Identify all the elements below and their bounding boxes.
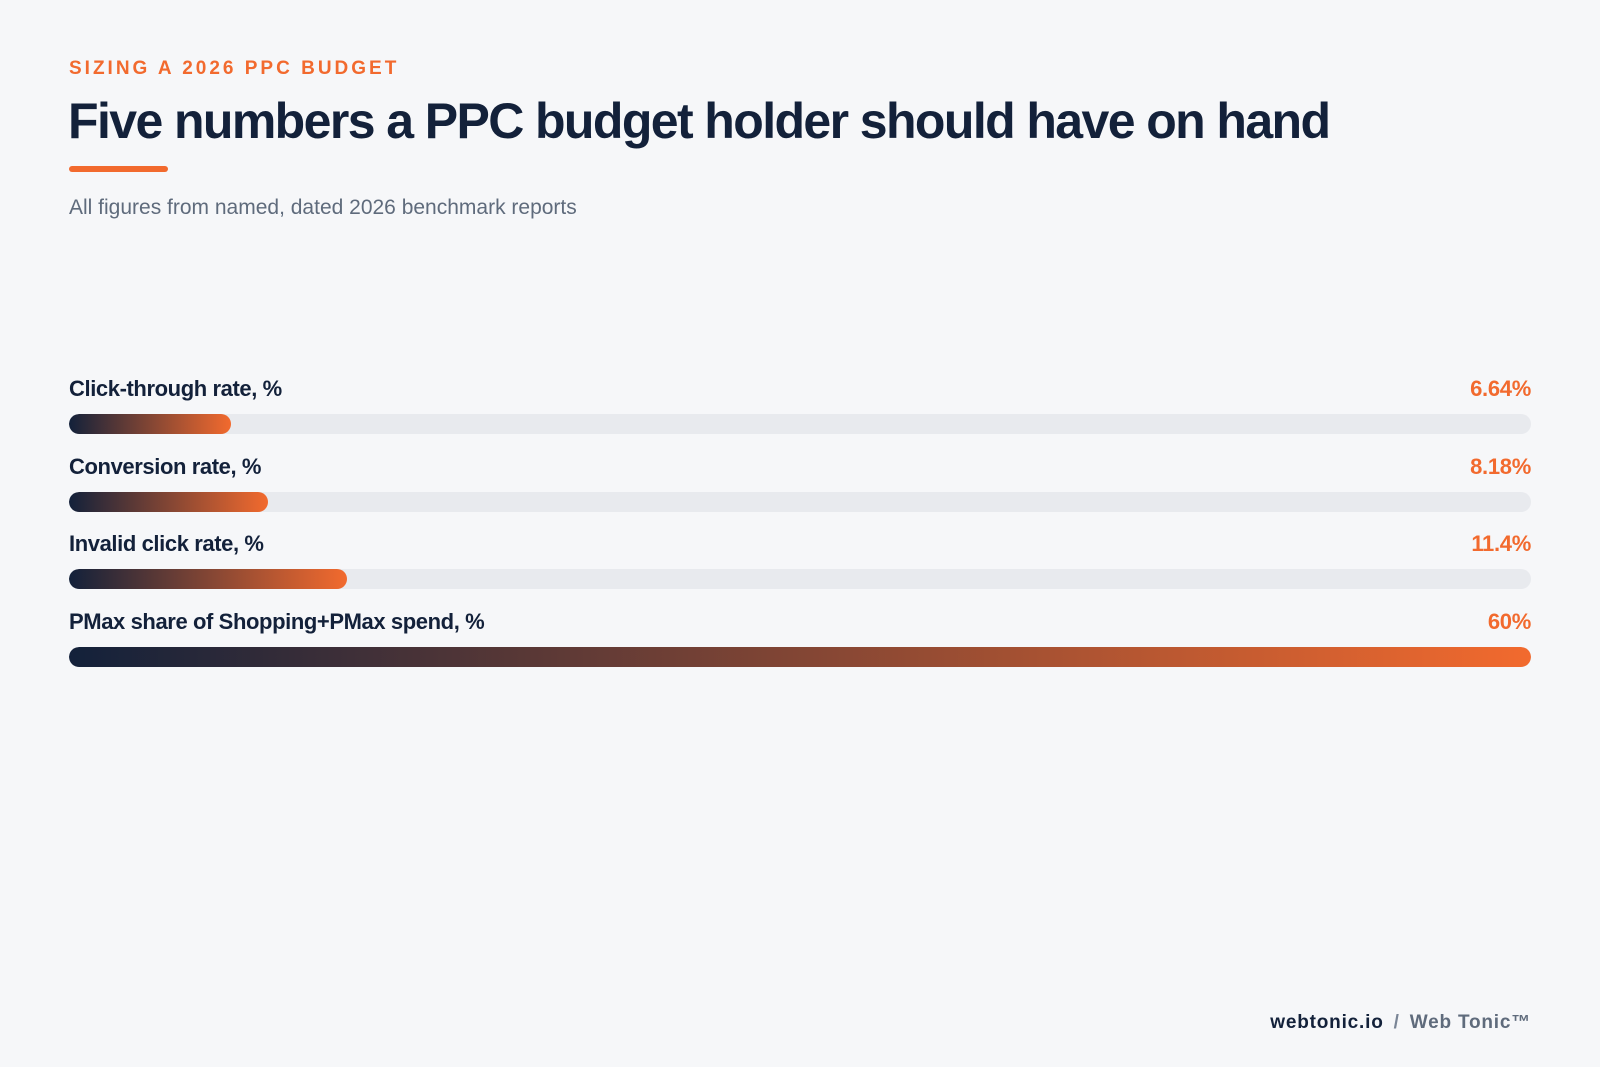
title-underline (69, 166, 168, 172)
bar-track (69, 569, 1531, 589)
bar-value-label: 8.18% (1470, 453, 1531, 479)
bar-value-label: 6.64% (1470, 376, 1531, 401)
bar-label: Invalid click rate, % (69, 531, 264, 556)
bar (69, 491, 269, 512)
bar-track (69, 646, 1531, 667)
bar-chart: Click-through rate, % 6.64% Conversion rat… (69, 372, 1531, 682)
page-title: Five numbers a PPC budget holder should … (68, 93, 1331, 149)
bar-track (69, 414, 1531, 434)
bar-label: PMax share of Shopping+PMax spend, % (69, 608, 485, 634)
bar-label: Click-through rate, % (69, 376, 282, 401)
chart-row: Click-through rate, % 6.64% (69, 372, 1531, 450)
footer-credit: webtonic.io / Web Tonic™ (1270, 1012, 1531, 1034)
bar-value-label: 11.4% (1471, 531, 1531, 556)
bar (69, 646, 1531, 667)
chart-row: Conversion rate, % 8.18% (69, 450, 1531, 528)
eyebrow-label: SIZING A 2026 PPC BUDGET (69, 58, 400, 79)
bar (69, 414, 231, 434)
bar (69, 569, 347, 589)
bar-label: Conversion rate, % (69, 453, 262, 479)
bar-value-label: 60% (1487, 608, 1531, 634)
footer-brand: Web Tonic™ (1409, 1012, 1531, 1033)
chart-row: PMax share of Shopping+PMax spend, % 60% (69, 605, 1531, 683)
chart-row: Invalid click rate, % 11.4% (69, 527, 1531, 605)
page-subtitle: All figures from named, dated 2026 bench… (69, 196, 577, 219)
footer-site[interactable]: webtonic.io (1270, 1012, 1384, 1033)
bar-track (69, 491, 1531, 512)
footer-separator: / (1393, 1012, 1400, 1033)
